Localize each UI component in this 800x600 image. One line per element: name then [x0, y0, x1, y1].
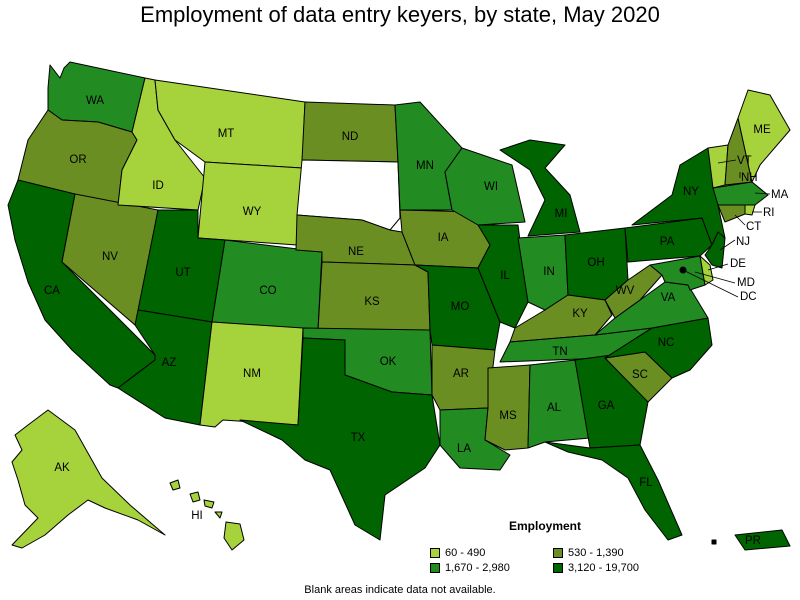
- label-SC: SC: [632, 369, 648, 381]
- state-MS[interactable]: [484, 364, 531, 451]
- label-OK: OK: [380, 356, 397, 368]
- label-CA: CA: [44, 285, 60, 297]
- label-AR: AR: [453, 368, 469, 380]
- label-OR: OR: [69, 154, 86, 166]
- label-NY: NY: [683, 186, 699, 198]
- legend-label-4: 3,120 - 19,700: [568, 562, 639, 574]
- state-PR[interactable]: [734, 529, 791, 551]
- label-MI: MI: [555, 208, 568, 220]
- label-IL: IL: [500, 270, 510, 282]
- label-TX: TX: [351, 432, 366, 444]
- legend-label-2: 530 - 1,390: [568, 547, 624, 559]
- state-NJ[interactable]: [704, 231, 726, 269]
- label-AZ: AZ: [162, 357, 177, 369]
- state-FL[interactable]: [544, 441, 683, 541]
- label-CO: CO: [259, 285, 276, 297]
- state-AL[interactable]: [527, 359, 591, 449]
- label-ME: ME: [753, 124, 771, 136]
- label-WA: WA: [86, 95, 104, 107]
- label-FL: FL: [639, 477, 653, 489]
- state-MI[interactable]: [499, 139, 581, 237]
- leader-VT: [717, 159, 737, 164]
- label-LA: LA: [457, 443, 471, 455]
- label-AL: AL: [547, 402, 562, 414]
- label-PR: PR: [745, 535, 761, 547]
- state-WY[interactable]: [197, 161, 303, 246]
- footnote: Blank areas indicate data not available.: [304, 584, 496, 596]
- legend-label-1: 60 - 490: [445, 547, 486, 559]
- state-MA[interactable]: [712, 181, 769, 206]
- state-WI[interactable]: [444, 147, 526, 226]
- label-NC: NC: [658, 337, 675, 349]
- state-CT[interactable]: [717, 204, 746, 223]
- label-CT: CT: [746, 221, 761, 233]
- label-IA: IA: [438, 232, 449, 244]
- state-TX[interactable]: [239, 337, 441, 541]
- legend-swatch-3: [430, 563, 440, 573]
- label-PA: PA: [660, 236, 675, 248]
- legend-item-4: 3,120 - 19,700: [553, 562, 639, 574]
- legend-swatch-4: [553, 563, 563, 573]
- legend-item-3: 1,670 - 2,980: [430, 562, 510, 574]
- leader-MA: [754, 192, 771, 195]
- label-TN: TN: [552, 346, 567, 358]
- label-RI: RI: [763, 207, 775, 219]
- leader-CT: [734, 214, 746, 226]
- state-RI[interactable]: [744, 204, 756, 216]
- label-NM: NM: [243, 368, 261, 380]
- label-AK: AK: [54, 462, 70, 474]
- label-KY: KY: [572, 308, 588, 320]
- label-WY: WY: [243, 206, 262, 218]
- state-HI[interactable]: [169, 479, 245, 551]
- label-MO: MO: [451, 301, 470, 313]
- legend-item-2: 530 - 1,390: [553, 547, 624, 559]
- leader-NJ: [719, 239, 736, 251]
- label-VT: VT: [737, 155, 752, 167]
- label-HI: HI: [191, 510, 203, 522]
- label-MS: MS: [499, 410, 517, 422]
- label-WV: WV: [616, 285, 635, 297]
- label-VA: VA: [661, 292, 676, 304]
- leader-DE: [707, 263, 729, 271]
- state-AK[interactable]: [11, 409, 166, 549]
- legend-swatch-1: [430, 548, 440, 558]
- legend-swatch-2: [553, 548, 563, 558]
- legend-item-1: 60 - 490: [430, 547, 485, 559]
- label-NH: NH: [741, 172, 758, 184]
- us-virgin-island: [711, 539, 717, 545]
- state-DE[interactable]: [699, 255, 714, 286]
- label-IN: IN: [543, 266, 555, 278]
- label-OH: OH: [587, 257, 604, 269]
- label-MT: MT: [218, 128, 235, 140]
- label-NE: NE: [348, 246, 364, 258]
- label-GA: GA: [598, 400, 615, 412]
- label-WI: WI: [484, 181, 498, 193]
- label-NV: NV: [102, 251, 118, 263]
- label-KS: KS: [364, 296, 380, 308]
- label-NJ: NJ: [736, 236, 750, 248]
- label-MD: MD: [737, 277, 755, 289]
- legend-title: Employment: [508, 519, 581, 533]
- legend-label-3: 1,670 - 2,980: [445, 562, 510, 574]
- label-ID: ID: [152, 180, 164, 192]
- label-ND: ND: [342, 131, 359, 143]
- label-MN: MN: [416, 160, 434, 172]
- leader-DC: [682, 269, 739, 298]
- label-DC: DC: [740, 291, 757, 303]
- label-UT: UT: [175, 267, 190, 279]
- label-DE: DE: [730, 258, 746, 270]
- map-title: Employment of data entry keyers, by stat…: [140, 2, 660, 27]
- leader-MD: [694, 271, 736, 284]
- label-MA: MA: [771, 189, 789, 201]
